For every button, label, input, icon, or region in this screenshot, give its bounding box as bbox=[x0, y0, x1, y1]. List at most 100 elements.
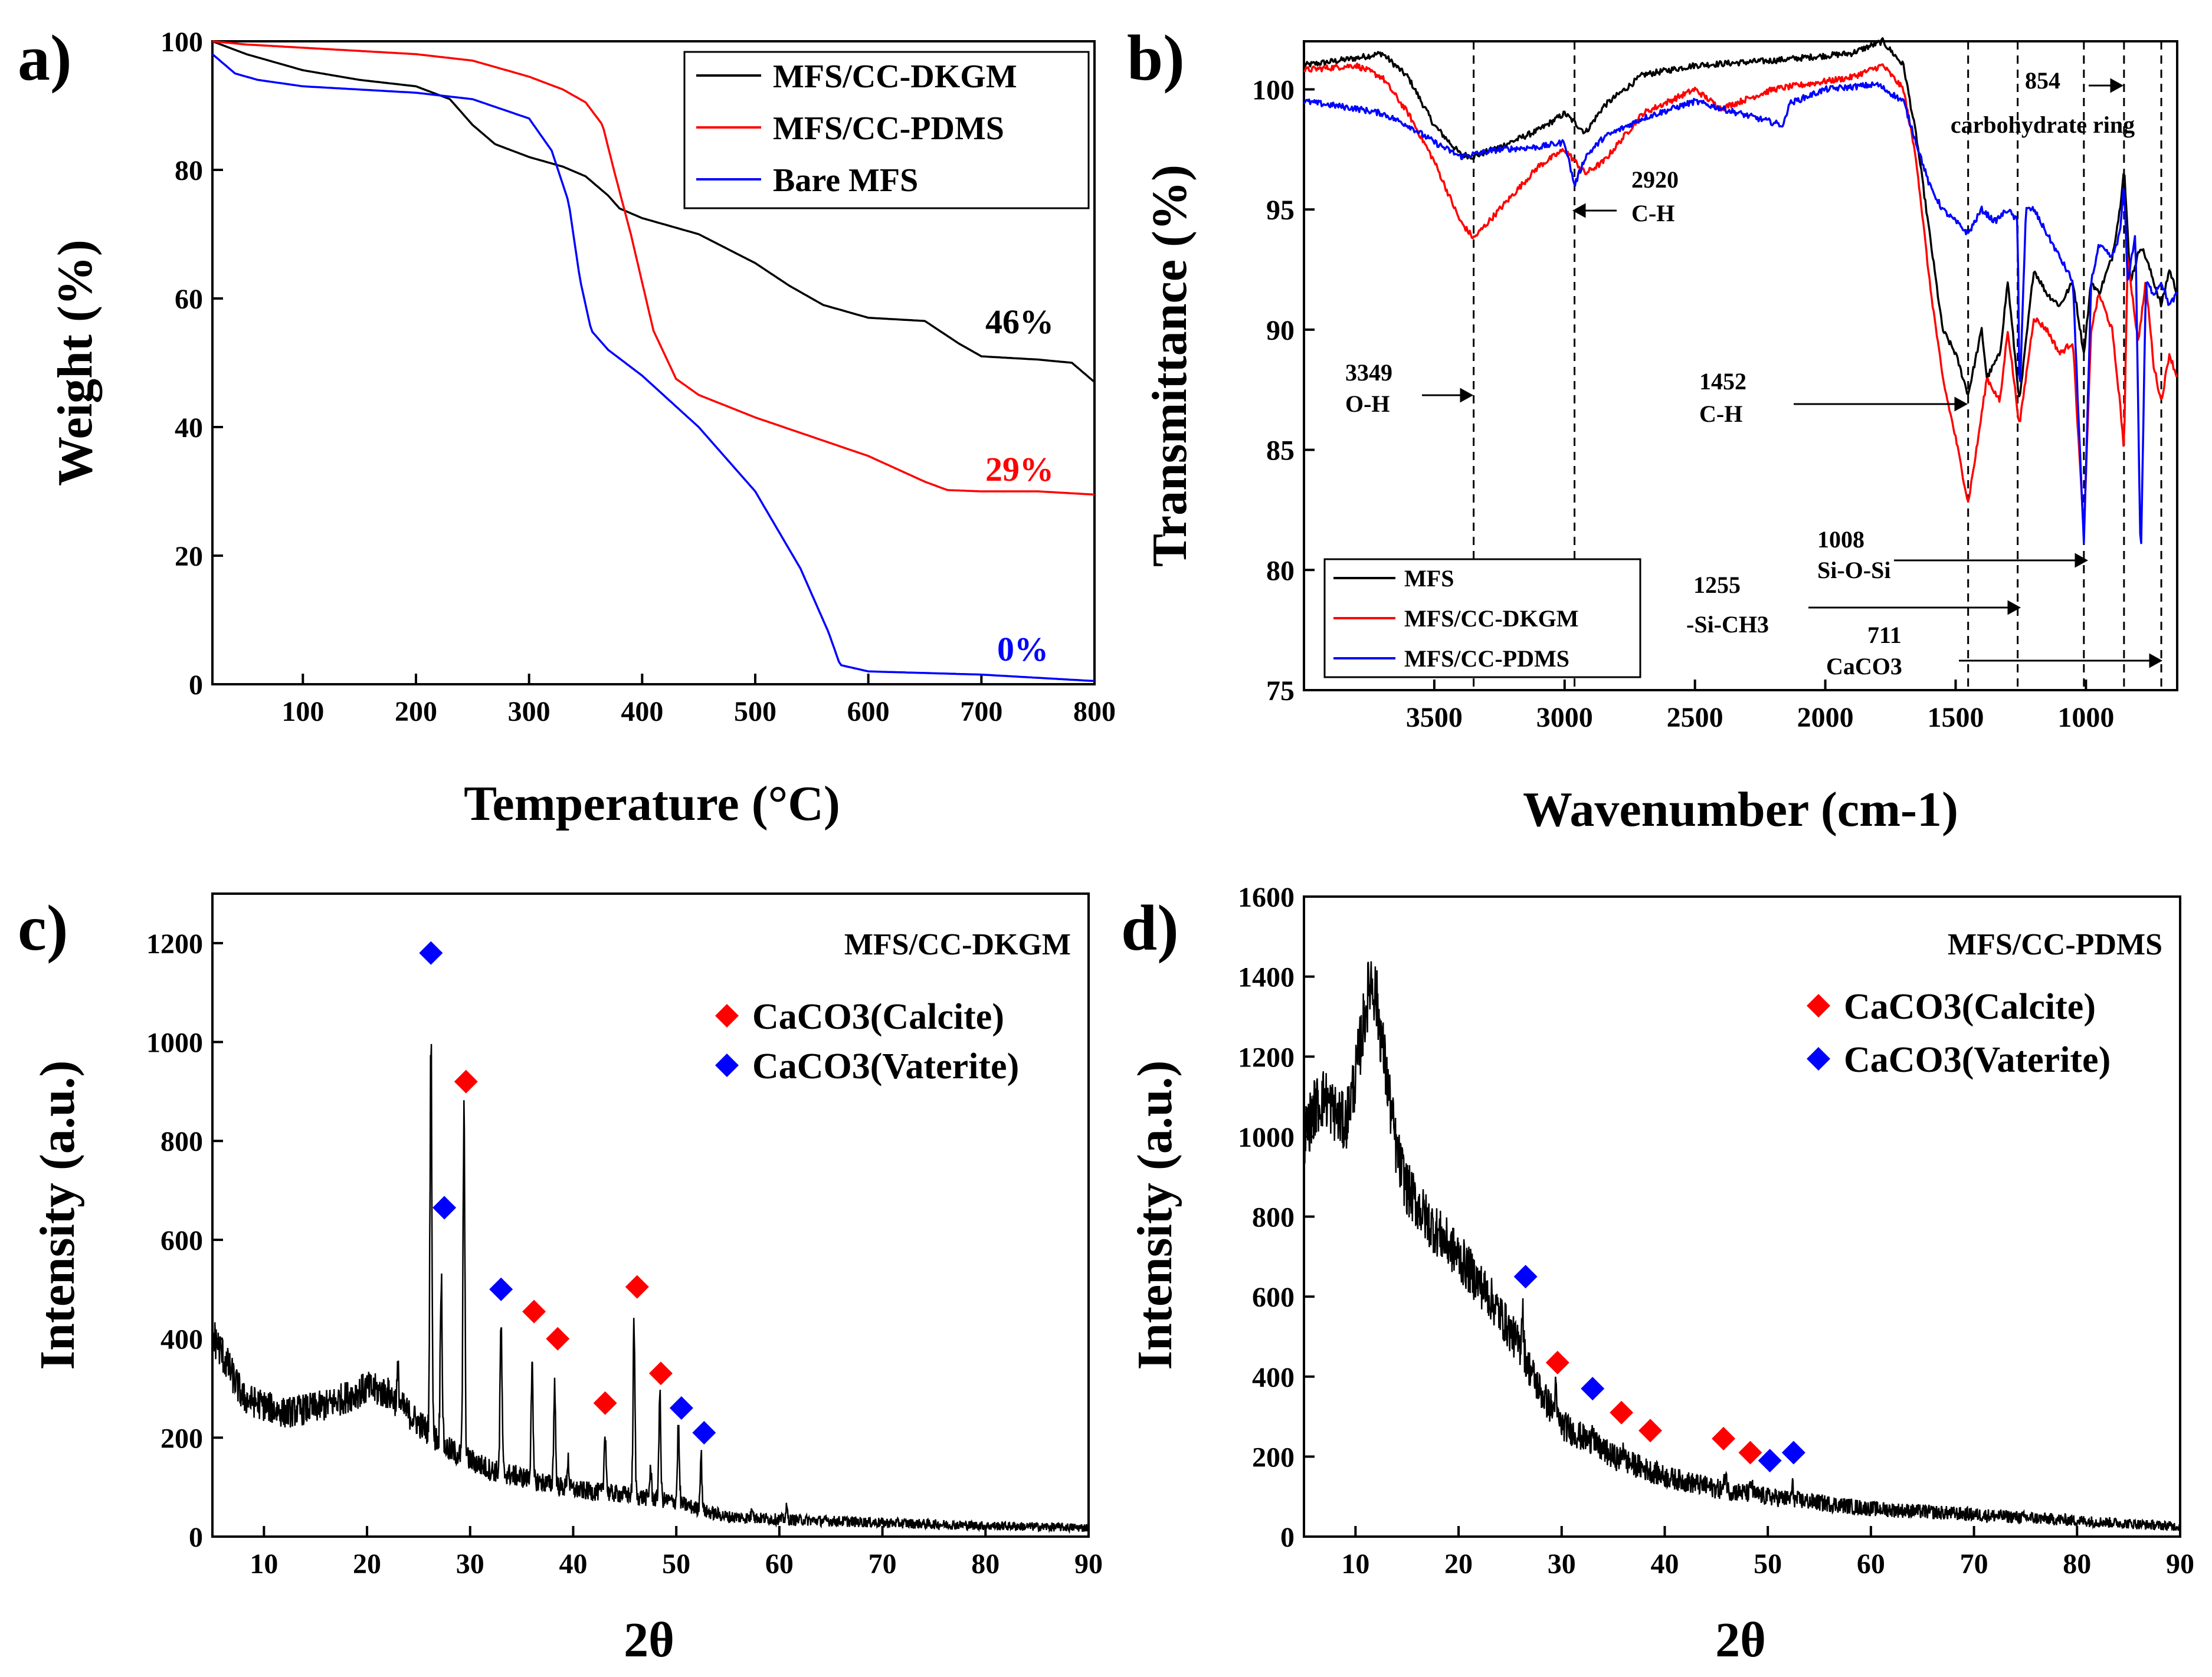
panel-b-series bbox=[1303, 37, 2178, 544]
calcite-marker bbox=[1638, 1419, 1663, 1443]
anno-854: 854 bbox=[2025, 67, 2060, 94]
vaterite-marker bbox=[692, 1420, 716, 1445]
xrd-pattern-line bbox=[211, 1043, 1089, 1534]
series-line-2 bbox=[211, 53, 1095, 682]
y-tick-label: 800 bbox=[1252, 1202, 1295, 1233]
y-tick-label: 600 bbox=[1252, 1282, 1295, 1313]
x-tick-label: 30 bbox=[1548, 1548, 1576, 1580]
calcite-marker bbox=[454, 1069, 478, 1094]
x-tick-label: 70 bbox=[869, 1548, 897, 1580]
anno-1255: 1255 bbox=[1693, 572, 1741, 598]
panel-c-frame bbox=[211, 892, 1090, 1538]
vaterite-marker bbox=[1581, 1377, 1605, 1401]
x-tick-label: 20 bbox=[1444, 1548, 1473, 1580]
y-tick-label: 100 bbox=[1252, 74, 1295, 106]
panel-d-x-axis-title: 2θ bbox=[1715, 1613, 1766, 1668]
panel-c-legend-vaterite: CaCO3(Vaterite) bbox=[752, 1046, 1019, 1087]
calcite-marker bbox=[625, 1275, 649, 1299]
x-tick-label: 800 bbox=[1073, 696, 1116, 727]
y-tick-label: 800 bbox=[160, 1126, 203, 1157]
x-tick-label: 1000 bbox=[2057, 702, 2114, 733]
x-tick-label: 300 bbox=[508, 696, 550, 727]
anno-2920: 2920 bbox=[1631, 166, 1679, 193]
panel-a-series bbox=[211, 40, 1096, 682]
x-tick-label: 100 bbox=[281, 696, 324, 727]
arrow-2920-head bbox=[1572, 203, 1586, 218]
panel-b-legend-pdms: MFS/CC-PDMS bbox=[1404, 645, 1569, 672]
x-tick-label: 700 bbox=[960, 696, 1002, 727]
arrow-711-head bbox=[2149, 653, 2163, 668]
y-tick-label: 600 bbox=[160, 1225, 203, 1256]
y-tick-label: 40 bbox=[175, 412, 203, 444]
anno-3349-sub: O-H bbox=[1345, 390, 1390, 417]
calcite-marker bbox=[1712, 1426, 1736, 1450]
x-tick-label: 60 bbox=[1857, 1548, 1885, 1580]
x-tick-label: 1500 bbox=[1927, 702, 1984, 733]
panel-a-legend-box bbox=[683, 51, 1090, 209]
panel-c-label: c) bbox=[18, 892, 68, 964]
panel-a-legend-dkgm: MFS/CC-DKGM bbox=[773, 58, 1017, 95]
panel-d-legend-calcite: CaCO3(Calcite) bbox=[1844, 987, 2096, 1027]
anno-1255-sub: -Si-CH3 bbox=[1686, 611, 1769, 638]
y-tick-label: 60 bbox=[175, 284, 203, 315]
x-tick-label: 3000 bbox=[1536, 702, 1593, 733]
x-tick-label: 2000 bbox=[1797, 702, 1854, 733]
anno-1008: 1008 bbox=[1817, 526, 1864, 553]
x-tick-label: 10 bbox=[1341, 1548, 1369, 1580]
y-tick-label: 90 bbox=[1266, 315, 1295, 346]
calcite-marker bbox=[546, 1327, 570, 1351]
panel-d-markers bbox=[1513, 1265, 1805, 1473]
panel-c-markers bbox=[419, 941, 716, 1445]
y-tick-label: 0 bbox=[189, 1522, 203, 1553]
y-tick-label: 0 bbox=[189, 670, 203, 701]
y-tick-label: 400 bbox=[160, 1324, 203, 1356]
panel-d-legend-calcite-marker bbox=[1807, 994, 1830, 1018]
y-tick-label: 1400 bbox=[1238, 962, 1295, 993]
panel-c-y-axis-title: Intensity (a.u.) bbox=[30, 1060, 85, 1370]
panel-a-annotation-29: 29% bbox=[985, 450, 1054, 488]
x-tick-label: 90 bbox=[2166, 1548, 2194, 1580]
panel-c-legend-vaterite-marker bbox=[715, 1054, 739, 1077]
x-tick-label: 600 bbox=[847, 696, 890, 727]
panel-b-x-axis-title: Wavenumber (cm-1) bbox=[1523, 782, 1958, 837]
anno-1008-sub: Si-O-Si bbox=[1817, 557, 1890, 583]
anno-3349: 3349 bbox=[1345, 359, 1392, 386]
series-line-0 bbox=[212, 40, 1096, 383]
panel-b-legend-dkgm: MFS/CC-DKGM bbox=[1404, 605, 1579, 632]
panel-a-ticks: 100 200 300 400 500 600 700 800 0 20 40 60 80 100 bbox=[160, 27, 1116, 727]
calcite-marker bbox=[593, 1391, 617, 1415]
y-tick-label: 1200 bbox=[1238, 1042, 1295, 1073]
panel-b-frame bbox=[1303, 40, 2178, 691]
panel-c-legend-calcite-marker bbox=[715, 1004, 739, 1028]
panel-c-x-axis-title: 2θ bbox=[624, 1613, 674, 1668]
y-tick-label: 200 bbox=[160, 1423, 203, 1454]
y-tick-label: 200 bbox=[1252, 1442, 1295, 1473]
x-tick-label: 3500 bbox=[1406, 702, 1463, 733]
x-tick-label: 80 bbox=[971, 1548, 1000, 1580]
vaterite-marker bbox=[432, 1196, 457, 1220]
x-tick-label: 40 bbox=[559, 1548, 587, 1580]
y-tick-label: 75 bbox=[1266, 675, 1295, 707]
panel-c-legend-calcite: CaCO3(Calcite) bbox=[752, 997, 1004, 1037]
x-tick-label: 10 bbox=[250, 1548, 278, 1580]
y-tick-label: 1000 bbox=[146, 1028, 203, 1059]
panel-d-series bbox=[1303, 961, 2181, 1532]
series-line-0 bbox=[1303, 37, 2178, 398]
arrow-1452-head bbox=[1954, 396, 1968, 412]
y-tick-label: 80 bbox=[175, 155, 203, 186]
panel-b-annotations bbox=[1422, 78, 2163, 668]
y-tick-label: 0 bbox=[1280, 1522, 1295, 1553]
panel-c: c) 10 20 30 40 50 60 70 80 90 0 200 400 600 800 1000 12… bbox=[18, 892, 1103, 1668]
arrow-854-head bbox=[2110, 78, 2124, 93]
panel-d-legend-vaterite-marker bbox=[1807, 1047, 1830, 1071]
x-tick-label: 50 bbox=[1754, 1548, 1782, 1580]
arrow-1008-head bbox=[2075, 553, 2089, 568]
calcite-marker bbox=[1545, 1351, 1569, 1375]
x-tick-label: 90 bbox=[1074, 1548, 1103, 1580]
panel-a-x-axis-title: Temperature (°C) bbox=[464, 776, 840, 831]
panel-a-legend-pdms: MFS/CC-PDMS bbox=[773, 110, 1004, 147]
arrow-3349-head bbox=[1460, 388, 1474, 403]
xrd-pattern-line bbox=[1303, 961, 2181, 1532]
vaterite-marker bbox=[419, 941, 443, 965]
